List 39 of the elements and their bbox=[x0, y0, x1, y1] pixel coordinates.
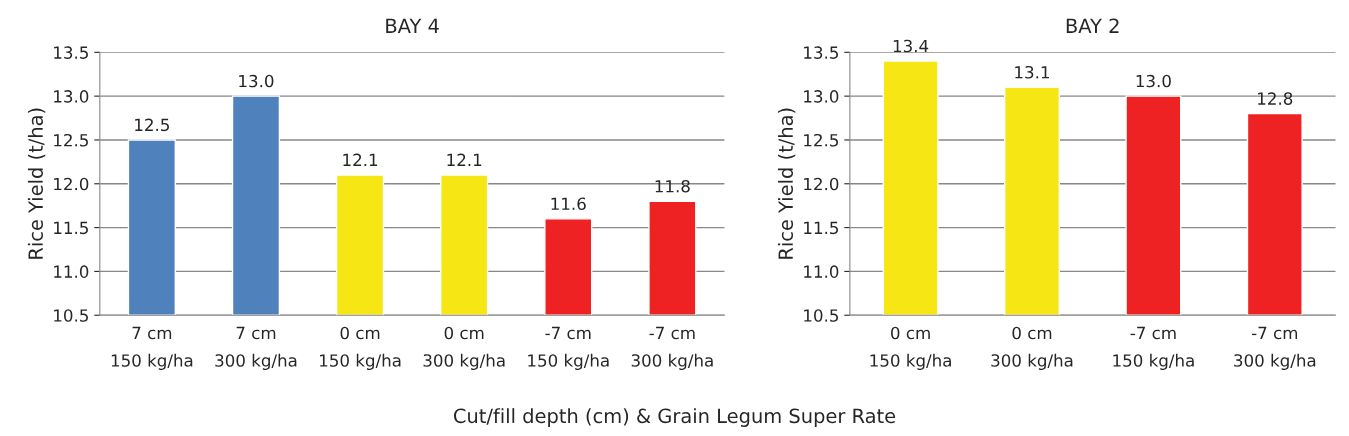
x-axis-title: Cut/fill depth (cm) & Grain Legum Super Rate bbox=[453, 408, 896, 427]
y-tick-label: 10.5 bbox=[804, 309, 838, 322]
x-tick-label: 0 cm 150 kg/ha bbox=[320, 326, 401, 370]
y-tick-label: 11.5 bbox=[804, 221, 838, 235]
data-label: 12.8 bbox=[1258, 92, 1293, 105]
y-axis-title: Rice Yield (t/ha) bbox=[27, 108, 46, 259]
y-tick-label: 13.0 bbox=[54, 90, 89, 103]
y-tick-label: 12.0 bbox=[54, 177, 89, 191]
x-tick-label: 7 cm 300 kg/ha bbox=[215, 326, 297, 370]
data-label: 12.5 bbox=[135, 118, 169, 132]
x-tick-label: -7 cm 150 kg/ha bbox=[1113, 326, 1194, 370]
x-tick-label: -7 cm 150 kg/ha bbox=[528, 326, 609, 370]
y-tick-label: 12.5 bbox=[804, 133, 838, 147]
data-label: 11.6 bbox=[551, 197, 586, 211]
x-tick-label: 0 cm 300 kg/ha bbox=[991, 326, 1073, 370]
y-tick-label: 12.0 bbox=[804, 177, 839, 191]
data-label: 12.1 bbox=[343, 153, 378, 166]
data-label: 12.1 bbox=[447, 153, 482, 166]
y-tick-label: 11.0 bbox=[54, 265, 89, 278]
data-label: 13.1 bbox=[1015, 65, 1049, 79]
y-tick-label: 10.5 bbox=[54, 309, 88, 322]
x-tick-label: 7 cm 150 kg/ha bbox=[111, 326, 193, 370]
x-tick-label: -7 cm 300 kg/ha bbox=[1234, 326, 1316, 370]
y-tick-label: 11.0 bbox=[804, 265, 839, 278]
y-tick-label: 13.5 bbox=[54, 46, 88, 59]
x-tick-label: 0 cm 150 kg/ha bbox=[870, 326, 951, 370]
data-label: 13.0 bbox=[1136, 74, 1171, 88]
chart-title: BAY 2 bbox=[1066, 18, 1119, 33]
y-tick-label: 13.5 bbox=[804, 46, 838, 59]
x-tick-label: 0 cm 300 kg/ha bbox=[423, 326, 505, 370]
y-tick-label: 13.0 bbox=[804, 90, 839, 103]
y-tick-label: 12.5 bbox=[54, 133, 88, 147]
data-label: 13.0 bbox=[239, 74, 274, 88]
chart-title: BAY 4 bbox=[386, 18, 439, 33]
x-tick-label: -7 cm 300 kg/ha bbox=[631, 326, 713, 370]
data-label: 11.8 bbox=[655, 179, 690, 193]
y-axis-title: Rice Yield (t/ha) bbox=[777, 108, 796, 259]
data-label: 13.4 bbox=[893, 39, 929, 53]
y-tick-label: 11.5 bbox=[54, 221, 88, 235]
